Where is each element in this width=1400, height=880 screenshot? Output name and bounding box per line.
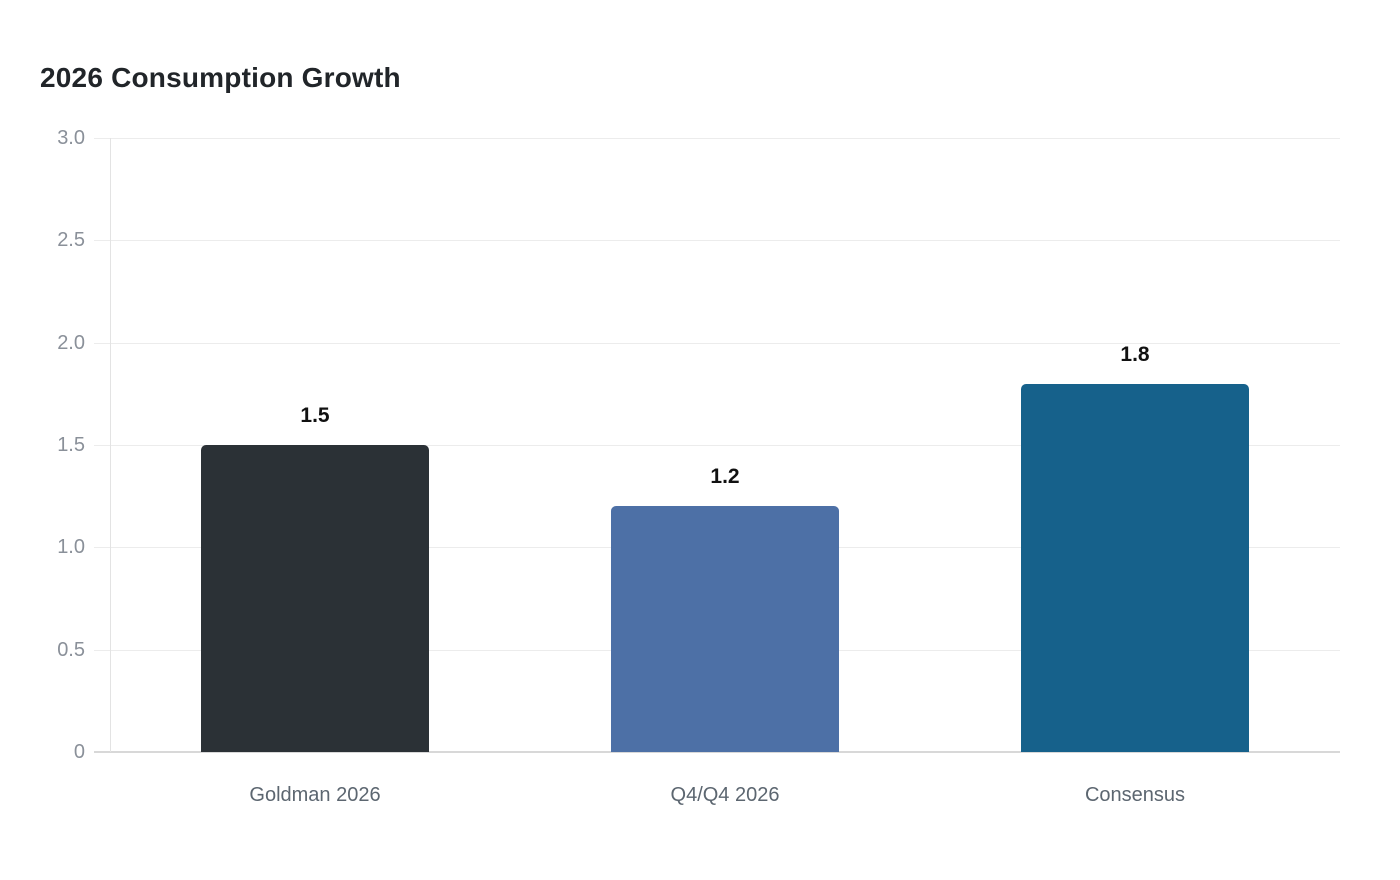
- x-category-label: Q4/Q4 2026: [670, 784, 780, 806]
- gridline: [94, 342, 1340, 344]
- y-axis-line: [110, 138, 111, 752]
- y-tick-label: 2.5: [57, 229, 85, 252]
- gridline: [94, 138, 1340, 139]
- x-category-label: Goldman 2026: [249, 784, 381, 806]
- x-axis-baseline: [94, 751, 1340, 753]
- gridline: [94, 445, 1340, 446]
- y-tick-label: 0.5: [57, 638, 85, 661]
- bar: [1021, 383, 1249, 752]
- y-tick-label: 1.5: [57, 434, 85, 456]
- bar-value-label: 1.8: [1120, 342, 1150, 366]
- gridline: [94, 240, 1340, 242]
- y-tick-label: 1.0: [57, 536, 85, 559]
- y-tick-label: 3.0: [57, 127, 85, 149]
- chart-title: 2026 Consumption Growth: [40, 62, 401, 93]
- bar: [201, 445, 429, 752]
- x-category-label: Consensus: [1084, 784, 1186, 806]
- bar-value-label: 1.2: [710, 465, 740, 489]
- y-tick-label: 2.0: [57, 331, 85, 354]
- y-tick-label: 0: [73, 741, 85, 763]
- bar-value-label: 1.5: [300, 404, 330, 427]
- bar: [611, 506, 839, 752]
